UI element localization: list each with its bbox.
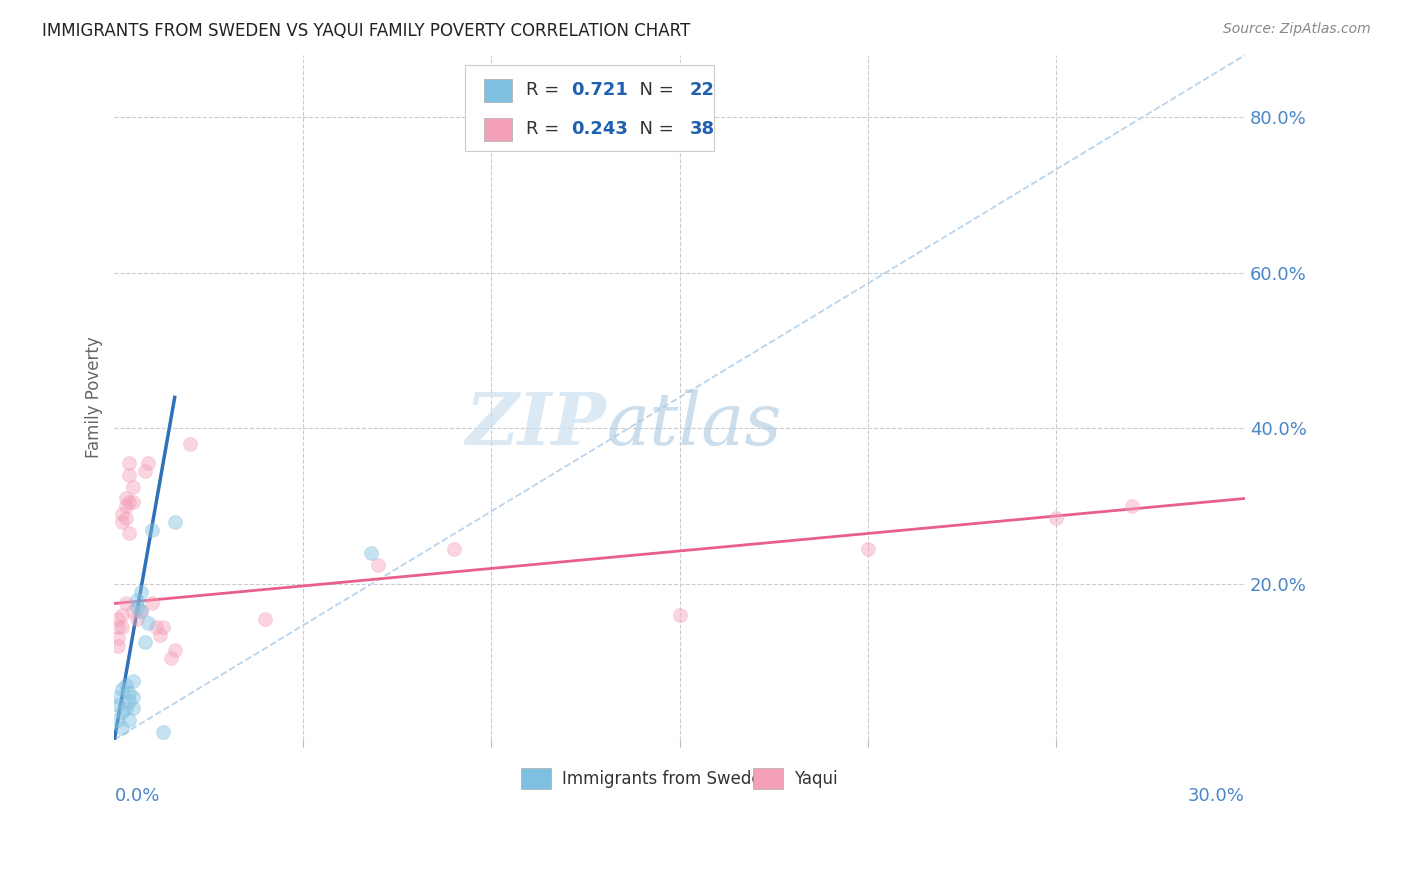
Bar xyxy=(522,768,551,789)
Point xyxy=(122,674,145,689)
Point xyxy=(136,457,159,471)
Point xyxy=(129,604,152,618)
Text: Yaqui: Yaqui xyxy=(794,770,838,788)
Text: 38: 38 xyxy=(690,120,716,138)
Bar xyxy=(484,118,512,141)
Point xyxy=(152,724,174,739)
Bar xyxy=(754,768,783,789)
Point xyxy=(136,615,159,630)
Point xyxy=(118,713,141,727)
Point xyxy=(118,526,141,541)
Point xyxy=(125,592,148,607)
Point xyxy=(114,500,136,514)
Point xyxy=(149,627,172,641)
Point xyxy=(254,612,277,626)
Point xyxy=(111,721,134,735)
Text: 30.0%: 30.0% xyxy=(1188,788,1244,805)
Point xyxy=(668,608,690,623)
Point xyxy=(107,713,129,727)
Point xyxy=(129,604,152,618)
Point xyxy=(141,523,163,537)
Point xyxy=(152,620,174,634)
Point xyxy=(111,515,134,529)
Text: 0.0%: 0.0% xyxy=(114,788,160,805)
Text: N =: N = xyxy=(627,81,679,99)
Point xyxy=(114,511,136,525)
Y-axis label: Family Poverty: Family Poverty xyxy=(86,336,103,458)
Point xyxy=(141,597,163,611)
Point xyxy=(129,584,152,599)
Point xyxy=(118,694,141,708)
Point xyxy=(122,480,145,494)
Text: 0.721: 0.721 xyxy=(571,81,628,99)
Point xyxy=(360,546,382,560)
Point xyxy=(125,612,148,626)
Text: atlas: atlas xyxy=(606,390,782,460)
Point xyxy=(125,600,148,615)
Text: 0.243: 0.243 xyxy=(571,120,628,138)
Text: N =: N = xyxy=(627,120,679,138)
Point xyxy=(443,541,465,556)
Point xyxy=(118,468,141,483)
Point xyxy=(134,464,156,478)
Point xyxy=(118,686,141,700)
Point xyxy=(856,541,879,556)
Point xyxy=(145,620,167,634)
Point xyxy=(122,604,145,618)
Point xyxy=(122,690,145,704)
Point xyxy=(122,701,145,715)
Point xyxy=(1045,511,1067,525)
Point xyxy=(107,620,129,634)
Point xyxy=(1121,500,1143,514)
Point xyxy=(118,457,141,471)
Point xyxy=(114,701,136,715)
Text: R =: R = xyxy=(526,81,565,99)
Point xyxy=(134,635,156,649)
Text: Immigrants from Sweden: Immigrants from Sweden xyxy=(562,770,772,788)
Text: IMMIGRANTS FROM SWEDEN VS YAQUI FAMILY POVERTY CORRELATION CHART: IMMIGRANTS FROM SWEDEN VS YAQUI FAMILY P… xyxy=(42,22,690,40)
Point xyxy=(122,495,145,509)
Point xyxy=(111,620,134,634)
Point xyxy=(114,491,136,506)
Point xyxy=(111,706,134,720)
Point xyxy=(107,632,129,646)
Text: 22: 22 xyxy=(690,81,714,99)
Point xyxy=(118,495,141,509)
Point xyxy=(160,651,183,665)
Point xyxy=(107,612,129,626)
Point xyxy=(114,597,136,611)
Point xyxy=(367,558,389,572)
FancyBboxPatch shape xyxy=(465,65,714,151)
Point xyxy=(111,608,134,623)
Point xyxy=(107,639,129,653)
Point xyxy=(107,698,129,712)
Text: R =: R = xyxy=(526,120,565,138)
Point xyxy=(111,681,134,696)
Point xyxy=(107,690,129,704)
Text: ZIP: ZIP xyxy=(465,389,606,460)
Point xyxy=(163,515,186,529)
Point xyxy=(114,678,136,692)
Point xyxy=(111,507,134,521)
Point xyxy=(163,643,186,657)
Point xyxy=(179,437,201,451)
Bar xyxy=(484,79,512,102)
Text: Source: ZipAtlas.com: Source: ZipAtlas.com xyxy=(1223,22,1371,37)
